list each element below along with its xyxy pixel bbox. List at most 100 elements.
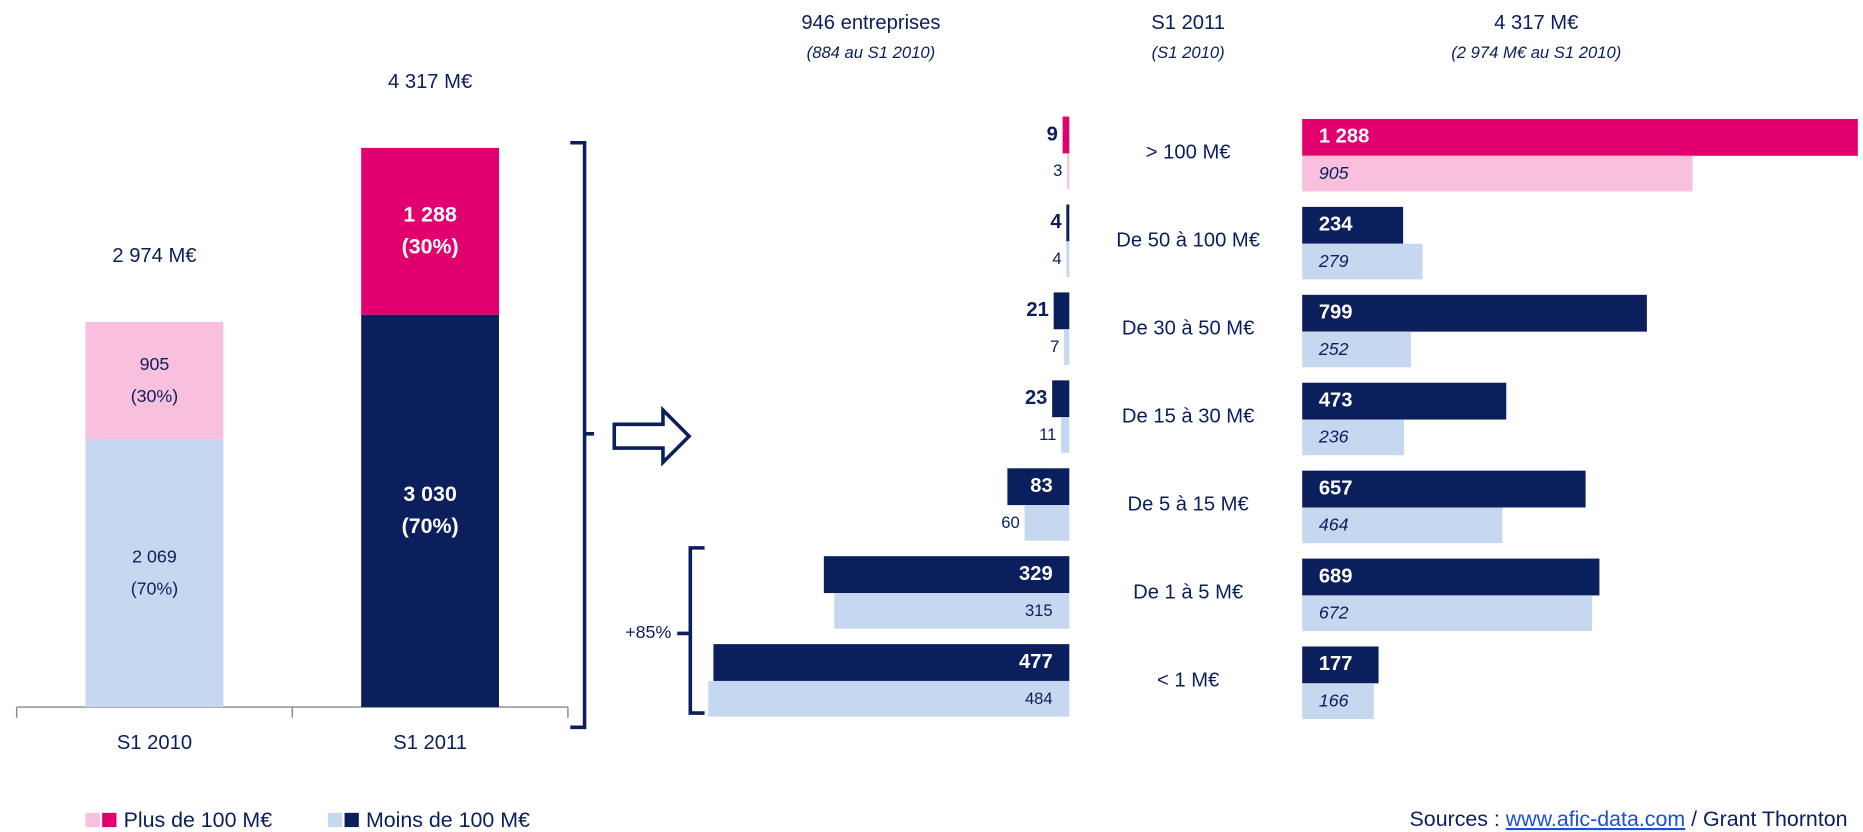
bar — [1302, 507, 1503, 544]
segment-share: (70%) — [402, 514, 459, 538]
segment-value: 905 — [140, 354, 170, 374]
bar-value: 477 — [1019, 651, 1053, 673]
legend-swatch — [327, 812, 343, 828]
bar — [1061, 417, 1070, 453]
sources-suffix: / Grant Thornton — [1685, 807, 1847, 831]
count-subtitle: (884 au S1 2010) — [807, 43, 935, 62]
bar-segment — [85, 321, 224, 440]
bar — [1302, 206, 1404, 244]
bar-value: 11 — [1039, 425, 1056, 444]
category-label: De 1 à 5 M€ — [1133, 581, 1243, 603]
bar — [1024, 505, 1070, 541]
bar — [1302, 683, 1374, 719]
category-label: < 1 M€ — [1157, 669, 1219, 691]
bar — [823, 556, 1070, 594]
bar-value: 83 — [1030, 475, 1052, 497]
bar — [1064, 329, 1070, 365]
sources-prefix: Sources : — [1410, 807, 1506, 831]
category-title: S1 2011 — [1151, 12, 1225, 34]
bar-value: 672 — [1319, 603, 1349, 623]
category-label: De 15 à 30 M€ — [1122, 406, 1254, 428]
annotation: +85% — [625, 622, 671, 642]
bar — [1066, 204, 1070, 242]
bar-value: 177 — [1319, 653, 1353, 675]
category-label: De 50 à 100 M€ — [1116, 230, 1260, 252]
bar-value: 464 — [1319, 515, 1349, 535]
bar — [1302, 294, 1647, 332]
count-title: 946 entreprises — [801, 12, 940, 34]
bar — [1302, 470, 1586, 508]
x-tick-label: S1 2011 — [393, 732, 467, 754]
bar-value: 234 — [1319, 214, 1353, 236]
bar-value: 4 — [1050, 211, 1062, 233]
category-subtitle: (S1 2010) — [1152, 43, 1225, 62]
bar-value: 689 — [1319, 565, 1353, 587]
bar-value: 7 — [1050, 337, 1059, 356]
bar — [834, 593, 1070, 629]
bar-value: 905 — [1319, 163, 1349, 183]
bar — [1067, 153, 1070, 190]
sources-link[interactable]: www.afic-data.com — [1505, 807, 1685, 831]
bar — [708, 680, 1070, 717]
category-label: De 5 à 15 M€ — [1128, 493, 1249, 515]
bar — [1302, 595, 1593, 632]
category-label: > 100 M€ — [1146, 142, 1231, 164]
bar-value: 473 — [1319, 389, 1353, 411]
segment-value: 1 288 — [403, 202, 457, 226]
bar — [713, 644, 1070, 681]
segment-value: 2 069 — [132, 546, 177, 566]
bar — [1007, 468, 1070, 506]
total-label: 4 317 M€ — [388, 71, 472, 93]
bar — [1302, 243, 1423, 280]
bar-value: 21 — [1026, 299, 1048, 321]
amount-title: 4 317 M€ — [1494, 12, 1578, 34]
segment-share: (30%) — [402, 235, 459, 259]
bar — [1052, 380, 1070, 418]
bar — [1302, 558, 1600, 596]
total-label: 2 974 M€ — [112, 245, 196, 267]
legend-label: Moins de 100 M€ — [366, 808, 530, 832]
x-tick-label: S1 2010 — [117, 732, 192, 754]
bar — [1302, 419, 1405, 456]
legend-swatch — [85, 812, 100, 828]
segment-value: 3 030 — [403, 482, 457, 506]
bar-value: 279 — [1318, 251, 1349, 271]
bar-value: 799 — [1319, 302, 1353, 324]
bar — [1302, 155, 1693, 192]
bar-value: 252 — [1318, 339, 1349, 359]
bar-segment — [361, 147, 500, 315]
bar-value: 23 — [1025, 387, 1047, 409]
bar — [1302, 331, 1411, 368]
bar-value: 484 — [1025, 689, 1053, 708]
bracket — [570, 140, 595, 730]
legend-label: Plus de 100 M€ — [124, 808, 273, 832]
amount-subtitle: (2 974 M€ au S1 2010) — [1451, 43, 1621, 62]
bar-value: 60 — [1001, 513, 1019, 532]
segment-share: (30%) — [131, 386, 179, 406]
bar-value: 3 — [1053, 161, 1062, 180]
bar-value: 9 — [1047, 123, 1058, 145]
bar-value: 236 — [1318, 427, 1349, 447]
bar-segment — [361, 314, 500, 708]
bar-value: 657 — [1319, 477, 1353, 499]
bar-value: 315 — [1025, 601, 1053, 620]
bracket-small — [677, 546, 705, 715]
bar-value: 166 — [1319, 690, 1349, 710]
sources-link-text[interactable]: www.afic-data.com — [1505, 807, 1685, 831]
arrow — [612, 405, 692, 467]
segment-share: (70%) — [131, 578, 179, 598]
bar-segment — [85, 439, 224, 708]
bar-value: 329 — [1019, 563, 1053, 585]
bar — [1302, 118, 1858, 156]
bar-value: 4 — [1052, 249, 1061, 268]
category-label: De 30 à 50 M€ — [1122, 318, 1254, 340]
legend-swatch — [102, 812, 117, 828]
bar — [1302, 382, 1507, 420]
sources: Sources : www.afic-data.com / Grant Thor… — [1410, 807, 1848, 831]
bar — [1053, 292, 1070, 330]
bar-value: 1 288 — [1319, 126, 1370, 148]
legend-swatch — [344, 812, 359, 828]
x-axis — [15, 706, 569, 718]
